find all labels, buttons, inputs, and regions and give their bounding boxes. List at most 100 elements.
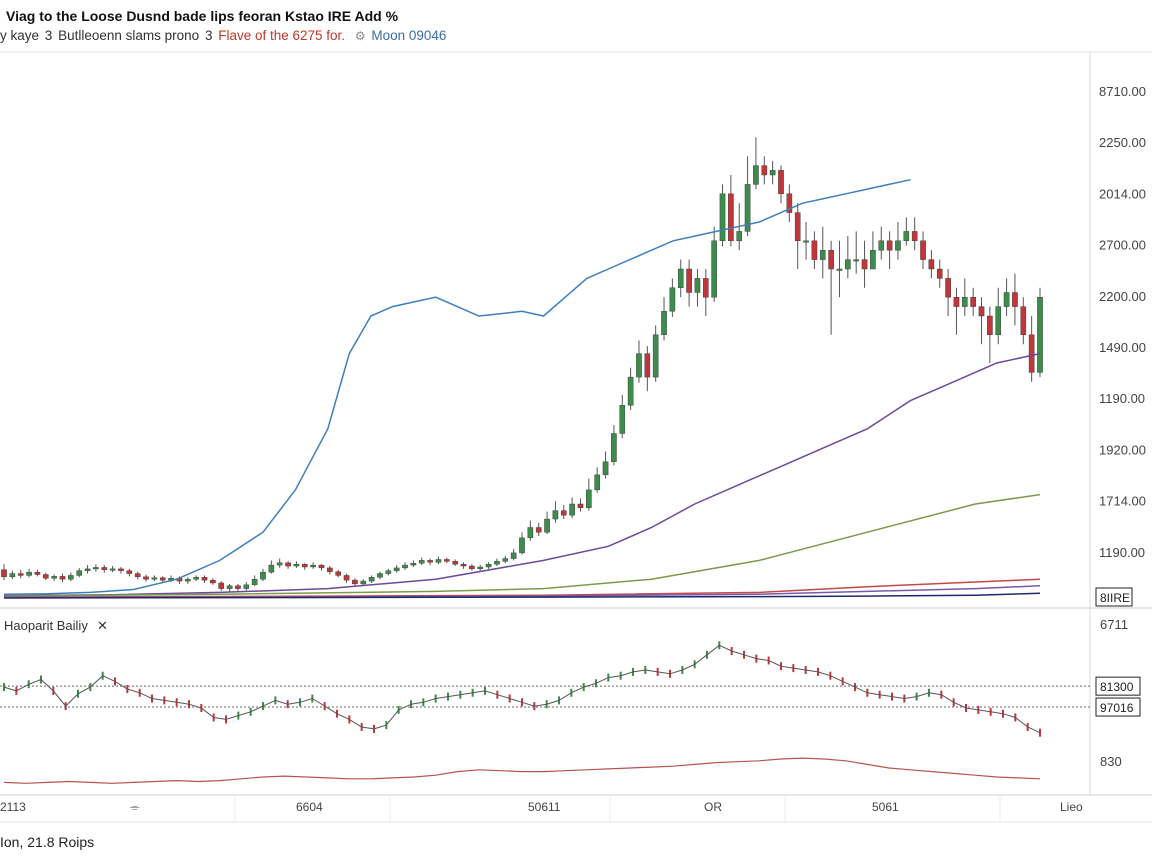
candle-body	[544, 518, 550, 533]
time-axis-label: Lieo	[1060, 800, 1083, 814]
candle-body	[151, 577, 158, 580]
candle-body	[235, 585, 241, 589]
candle-body	[928, 259, 935, 270]
candle-body	[335, 571, 341, 576]
candle-body	[393, 567, 400, 571]
candle-body	[886, 240, 893, 251]
candle-body	[68, 575, 74, 580]
candle-body	[845, 259, 851, 270]
oscillator-bottom-line	[3, 757, 1041, 784]
candle-body	[418, 560, 425, 564]
candle-body	[51, 576, 57, 579]
candle-body	[218, 582, 225, 589]
candle-body	[970, 297, 976, 307]
gear-icon[interactable]: ⚙	[354, 29, 366, 43]
oscillator-tick-label: 6711	[1100, 617, 1128, 632]
close-icon: ✕	[97, 618, 108, 633]
candle-body	[485, 563, 492, 568]
chart-title: Viag to the Loose Dusnd bade lips feoran…	[6, 8, 399, 24]
candle-body	[185, 579, 191, 582]
candle-body	[786, 193, 793, 213]
footer-status: Ion, 21.8 Roips	[0, 834, 95, 850]
candle-body	[577, 503, 584, 508]
candle-body	[535, 527, 542, 533]
candle-body	[159, 577, 166, 581]
legend-symbol[interactable]: y kaye	[0, 28, 40, 43]
candle-body	[736, 231, 743, 241]
oscillator-line	[3, 644, 1041, 734]
candle-body	[494, 561, 500, 565]
price-tick-label: 1920.00	[1099, 442, 1146, 457]
candle-body	[769, 170, 776, 176]
last-price-text: 8IIRE	[1100, 591, 1130, 605]
candle-body	[569, 503, 575, 516]
candle-body	[611, 433, 617, 462]
candle-body	[619, 405, 626, 434]
legend-moon[interactable]: Moon 09046	[371, 28, 447, 43]
candle-body	[42, 574, 49, 579]
candle-body	[260, 571, 266, 580]
moving-average-line-3	[3, 578, 1041, 598]
candle-body	[995, 306, 1002, 336]
candle-body	[686, 268, 692, 293]
candle-body	[435, 559, 442, 563]
candle-body	[17, 573, 24, 576]
candle-body	[460, 563, 467, 567]
candle-body	[84, 568, 91, 571]
candle-body	[118, 568, 124, 571]
candle-body	[444, 559, 450, 562]
candle-body	[34, 571, 41, 575]
candle-body	[636, 353, 642, 378]
candle-body	[803, 240, 809, 243]
price-tick-label: 1190.00	[1099, 391, 1145, 406]
candle-body	[93, 567, 99, 570]
candle-body	[26, 571, 32, 576]
price-tick-label: 2200.00	[1099, 289, 1146, 304]
oscillator-tick-label: 830	[1100, 754, 1122, 769]
oscillator-panel: Haoparit Bailiy ✕ 6711 830 81300 97016	[0, 617, 1141, 784]
candle-body	[193, 577, 199, 580]
candles	[1, 137, 1043, 593]
legend-row: y kaye 3 Butlleoenn slams prono 3 Flave …	[0, 28, 448, 43]
candle-body	[744, 184, 751, 232]
candle-body	[385, 570, 392, 574]
candle-body	[1020, 306, 1027, 336]
price-tick-label: 1190.00	[1099, 545, 1145, 560]
candle-body	[402, 564, 408, 569]
time-axis-label: 6604	[296, 800, 323, 814]
main-price-axis: 8710.00 2250.00 2014.00 2700.00 2200.00 1490.…	[1099, 84, 1146, 560]
candle-body	[836, 268, 843, 271]
candle-body	[502, 558, 509, 562]
moving-averages	[3, 178, 1041, 599]
candle-body	[143, 576, 149, 580]
candle-body	[59, 576, 66, 580]
candle-body	[510, 552, 517, 559]
oscillator-level-text: 97016	[1100, 701, 1134, 715]
candle-body	[644, 353, 651, 378]
oscillator-level-box	[1095, 676, 1141, 696]
candle-body	[1037, 297, 1043, 373]
candle-body	[243, 584, 250, 589]
candle-body	[753, 165, 759, 185]
legend-flave[interactable]: Flave of the 6275 for.	[218, 28, 346, 43]
candle-body	[76, 570, 82, 576]
price-tick-label: 2014.00	[1099, 186, 1146, 201]
candle-body	[360, 580, 367, 585]
moving-average-line-0	[3, 178, 911, 595]
moving-average-line-1	[3, 352, 1041, 597]
time-axis-label: OR	[704, 800, 722, 814]
candle-body	[527, 527, 534, 539]
candle-body	[870, 249, 876, 270]
chart-frames	[0, 51, 1152, 823]
legend-study[interactable]: Butlleoenn slams prono	[58, 28, 200, 43]
price-tick-label: 1714.00	[1099, 494, 1146, 509]
time-axis-marker: ⌯	[130, 800, 140, 814]
time-axis-label: 2113	[0, 800, 26, 814]
candle-body	[427, 560, 433, 563]
oscillator-level-box	[1095, 697, 1141, 717]
last-price-tag: 8IIRE	[1095, 587, 1133, 607]
candle-body	[953, 297, 960, 307]
candle-body	[1012, 292, 1018, 307]
candle-body	[694, 278, 701, 293]
